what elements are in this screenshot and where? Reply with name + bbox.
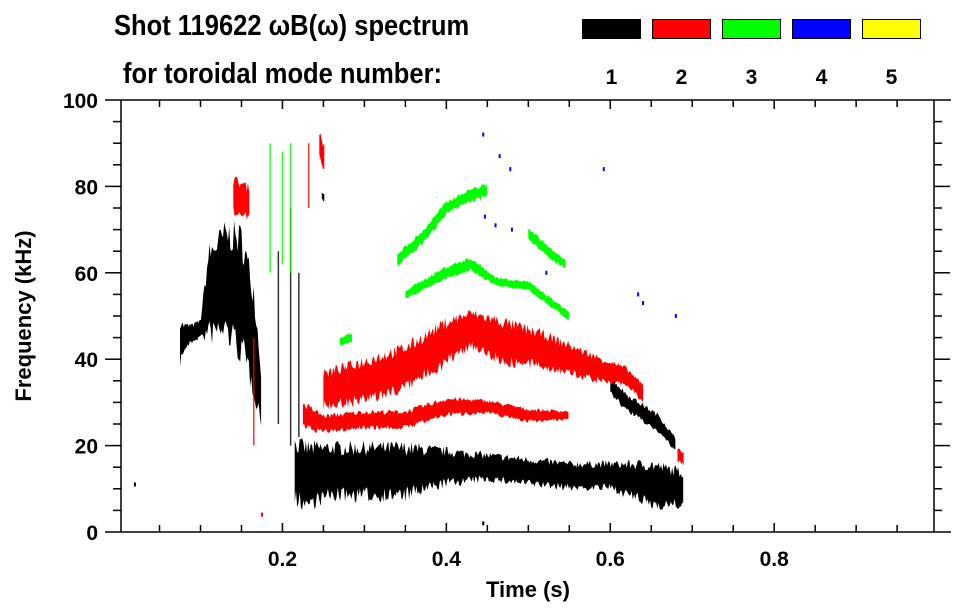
mode-4-point	[602, 167, 605, 172]
y-tick-label: 20	[75, 436, 98, 459]
legend-swatch-mode-1	[582, 19, 641, 39]
mode-4-point	[498, 154, 501, 159]
y-tick-label: 0	[86, 522, 98, 545]
x-tick-label: 0.6	[596, 548, 625, 571]
mode-1-point	[482, 521, 485, 526]
mode-4-point	[510, 227, 513, 232]
axes: 0.2 0.4 0.6 0.8 0 20 40 60 80 100	[63, 90, 951, 571]
mode-1-point	[133, 482, 136, 487]
mode-1-low-frequency-band	[294, 438, 684, 510]
legend-label-mode-3: 3	[745, 66, 758, 89]
mode-4-point	[674, 314, 677, 318]
x-tick-label: 0.8	[760, 548, 790, 571]
mode-2-end-blip	[677, 448, 684, 466]
legend-label-mode-5: 5	[885, 66, 898, 89]
y-tick-label: 60	[75, 263, 98, 286]
legend-label-mode-2: 2	[675, 66, 688, 89]
mode-3-small-blip	[339, 333, 353, 346]
mode-4-point	[642, 301, 645, 306]
legend-caption: for toroidal mode number:	[123, 58, 442, 90]
x-tick-label: 0.2	[268, 548, 297, 571]
mode-1-burst-top	[321, 192, 325, 202]
mode-2-point	[260, 512, 263, 517]
mode-4-point	[509, 167, 512, 172]
x-axis-label: Time (s)	[486, 577, 570, 602]
mode-2-high-burst	[319, 133, 325, 170]
chart-title: Shot 119622 ωB(ω) spectrum	[114, 10, 470, 42]
mode-2-early-high-mode	[233, 176, 250, 220]
legend-swatch-mode-3	[722, 19, 781, 39]
mode-3-upper-arc	[397, 183, 487, 267]
legend-swatch-mode-5	[862, 19, 921, 39]
legend-swatch-mode-2	[652, 19, 711, 39]
mode-1-early-chaotic-mode	[180, 220, 262, 427]
y-tick-label: 100	[63, 90, 98, 113]
mode-2-lower-band	[302, 397, 569, 433]
mode-4-point	[494, 223, 497, 228]
mode-4-point	[637, 292, 640, 297]
y-axis-label: Frequency (kHz)	[11, 230, 36, 401]
legend-label-mode-1: 1	[605, 66, 618, 89]
mode-3-upper-arc-tail	[528, 228, 566, 269]
mode-1-late-descending-branch	[610, 378, 676, 450]
legend-label-mode-4: 4	[815, 66, 828, 89]
mode-3-lower-arc	[405, 257, 569, 320]
mode-4-point	[483, 214, 486, 219]
x-tick-label: 0.4	[432, 548, 462, 571]
spectrogram-marks	[133, 132, 684, 526]
y-tick-label: 40	[75, 349, 98, 372]
y-tick-label: 80	[75, 176, 98, 199]
mode-2-upper-band	[323, 310, 644, 410]
legend-swatch-mode-4	[792, 19, 851, 39]
mode-4-point	[545, 270, 548, 275]
mode-4-point	[482, 132, 485, 137]
